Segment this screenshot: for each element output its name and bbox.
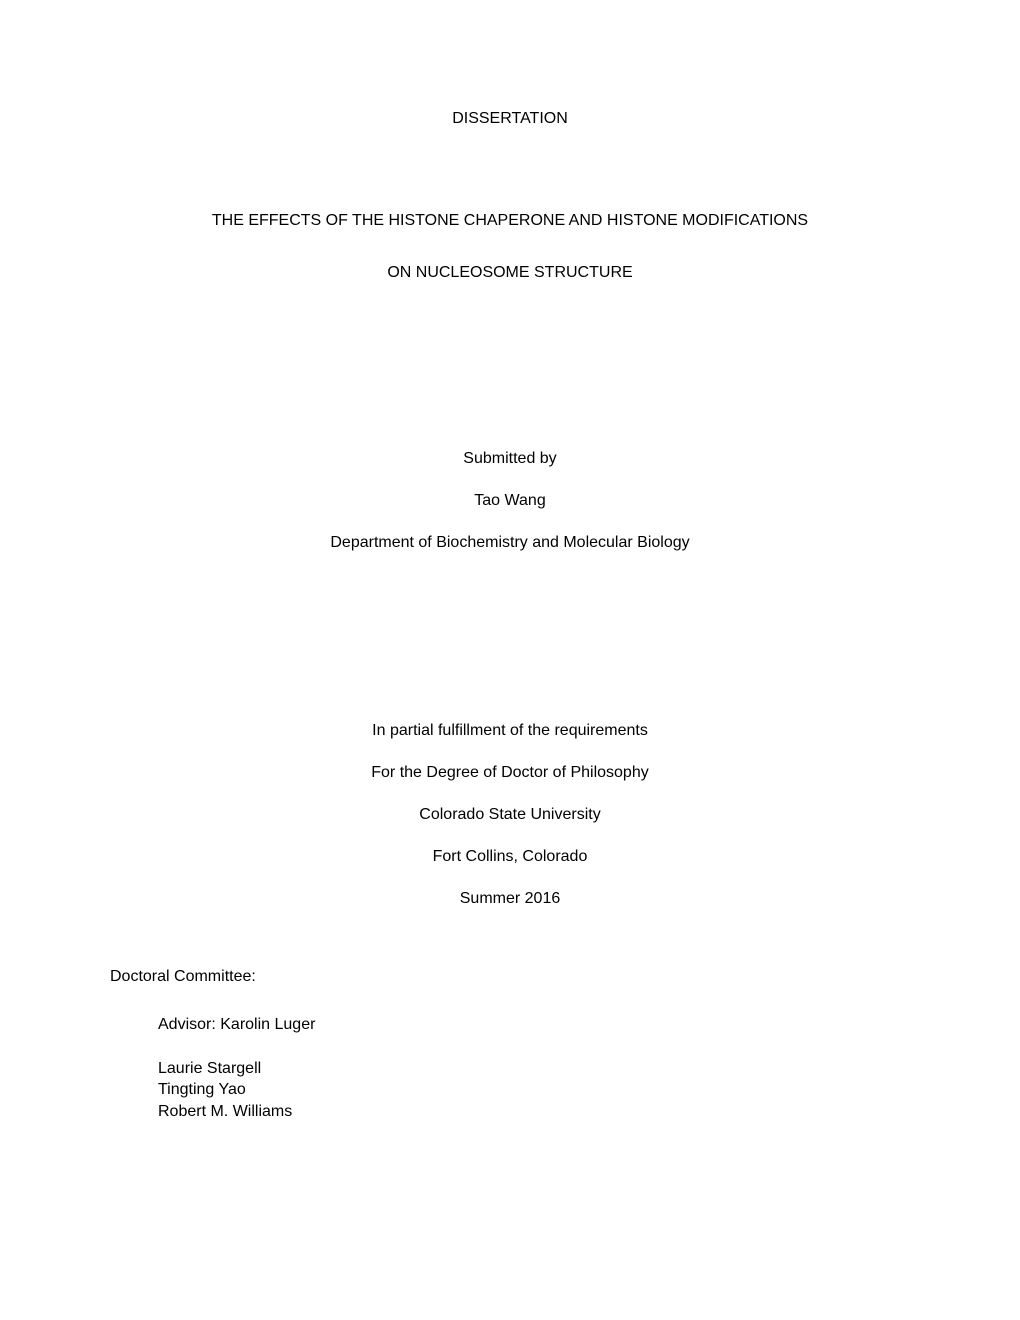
dissertation-title-line-1: THE EFFECTS OF THE HISTONE CHAPERONE AND…	[110, 210, 910, 232]
dissertation-title-line-2: ON NUCLEOSOME STRUCTURE	[110, 262, 910, 284]
department-name: Department of Biochemistry and Molecular…	[110, 534, 910, 552]
submitted-by-label: Submitted by	[110, 450, 910, 468]
committee-member: Robert M. Williams	[158, 1101, 910, 1123]
degree-line: For the Degree of Doctor of Philosophy	[110, 764, 910, 782]
term-label: Summer 2016	[110, 890, 910, 908]
university-name: Colorado State University	[110, 806, 910, 824]
committee-heading: Doctoral Committee:	[110, 968, 910, 986]
committee-member: Laurie Stargell	[158, 1058, 910, 1080]
document-type-label: DISSERTATION	[110, 110, 910, 128]
location-name: Fort Collins, Colorado	[110, 848, 910, 866]
author-name: Tao Wang	[110, 492, 910, 510]
fulfillment-line-1: In partial fulfillment of the requiremen…	[110, 722, 910, 740]
advisor-line: Advisor: Karolin Luger	[158, 1016, 910, 1034]
committee-member: Tingting Yao	[158, 1079, 910, 1101]
